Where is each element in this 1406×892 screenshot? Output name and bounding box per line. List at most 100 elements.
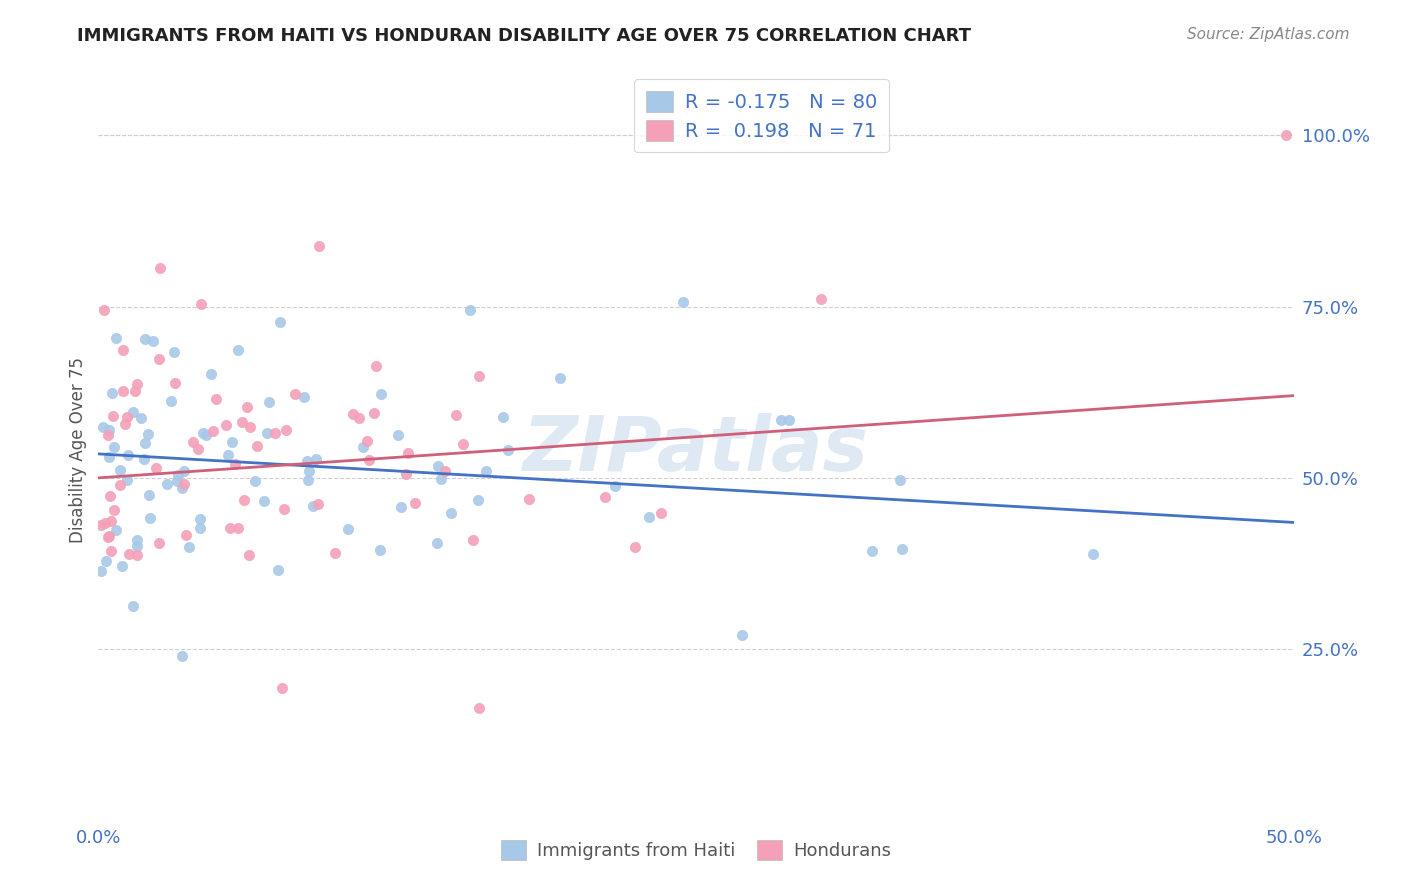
Point bbox=[467, 369, 489, 384]
Point bbox=[138, 488, 160, 502]
Point bbox=[103, 503, 125, 517]
Point bbox=[323, 546, 346, 560]
Point bbox=[215, 418, 238, 433]
Point bbox=[292, 390, 315, 404]
Point bbox=[96, 554, 118, 568]
Point bbox=[134, 332, 156, 346]
Point bbox=[181, 434, 204, 449]
Point bbox=[115, 473, 138, 487]
Point bbox=[269, 315, 291, 329]
Point bbox=[138, 427, 160, 442]
Point bbox=[889, 474, 911, 488]
Point bbox=[101, 386, 124, 401]
Point bbox=[308, 239, 330, 253]
Point bbox=[188, 512, 211, 526]
Point bbox=[173, 476, 195, 491]
Point bbox=[308, 496, 330, 510]
Point bbox=[98, 529, 121, 543]
Point bbox=[236, 401, 259, 415]
Point bbox=[148, 536, 170, 550]
Point bbox=[349, 410, 371, 425]
Point bbox=[458, 303, 481, 318]
Point bbox=[115, 410, 138, 425]
Point bbox=[257, 394, 280, 409]
Point bbox=[160, 394, 183, 409]
Point bbox=[231, 415, 253, 429]
Point bbox=[221, 434, 243, 449]
Point bbox=[105, 523, 128, 537]
Point bbox=[177, 540, 200, 554]
Point bbox=[103, 441, 125, 455]
Point bbox=[304, 452, 326, 467]
Point bbox=[638, 510, 661, 524]
Point bbox=[238, 548, 260, 562]
Text: Source: ZipAtlas.com: Source: ZipAtlas.com bbox=[1187, 27, 1350, 42]
Point bbox=[891, 541, 914, 556]
Point bbox=[370, 387, 392, 401]
Point bbox=[273, 502, 295, 516]
Point bbox=[98, 489, 121, 503]
Text: IMMIGRANTS FROM HAITI VS HONDURAN DISABILITY AGE OVER 75 CORRELATION CHART: IMMIGRANTS FROM HAITI VS HONDURAN DISABI… bbox=[77, 27, 972, 45]
Point bbox=[97, 428, 120, 442]
Point bbox=[389, 500, 412, 515]
Point bbox=[253, 494, 276, 508]
Point bbox=[342, 407, 364, 421]
Point bbox=[205, 392, 228, 407]
Point bbox=[202, 424, 225, 438]
Point bbox=[284, 387, 307, 401]
Point bbox=[352, 440, 374, 454]
Point bbox=[356, 434, 378, 448]
Point bbox=[125, 377, 148, 392]
Point bbox=[263, 426, 285, 441]
Point bbox=[100, 514, 122, 528]
Point bbox=[173, 464, 195, 478]
Point bbox=[145, 460, 167, 475]
Point bbox=[475, 464, 498, 478]
Point bbox=[440, 506, 463, 520]
Point bbox=[517, 492, 540, 507]
Point bbox=[148, 351, 170, 366]
Point bbox=[444, 409, 467, 423]
Point bbox=[468, 701, 491, 715]
Point bbox=[245, 474, 267, 488]
Point bbox=[426, 535, 449, 549]
Point bbox=[298, 464, 321, 478]
Point bbox=[96, 530, 118, 544]
Point bbox=[226, 343, 249, 358]
Point bbox=[548, 371, 571, 385]
Point bbox=[190, 297, 212, 311]
Point bbox=[114, 417, 136, 432]
Point bbox=[672, 294, 695, 309]
Point bbox=[769, 413, 792, 427]
Point bbox=[271, 681, 294, 696]
Point bbox=[191, 425, 214, 440]
Point bbox=[122, 404, 145, 418]
Point bbox=[297, 473, 319, 487]
Point bbox=[467, 493, 489, 508]
Point bbox=[434, 464, 457, 478]
Point bbox=[200, 367, 222, 381]
Point bbox=[1081, 547, 1104, 561]
Text: ZIPatlas: ZIPatlas bbox=[523, 414, 869, 487]
Point bbox=[100, 544, 122, 558]
Point bbox=[127, 533, 149, 547]
Point bbox=[461, 533, 484, 547]
Point bbox=[134, 436, 156, 450]
Point bbox=[122, 599, 145, 613]
Point bbox=[451, 436, 474, 450]
Point bbox=[174, 528, 197, 542]
Point bbox=[188, 521, 211, 535]
Point bbox=[125, 548, 148, 562]
Point bbox=[267, 563, 290, 577]
Point bbox=[605, 478, 627, 492]
Point bbox=[111, 558, 134, 573]
Point bbox=[111, 343, 134, 358]
Point bbox=[426, 458, 449, 473]
Point bbox=[156, 476, 179, 491]
Point bbox=[593, 490, 616, 504]
Point bbox=[233, 493, 256, 508]
Legend: Immigrants from Haiti, Hondurans: Immigrants from Haiti, Hondurans bbox=[494, 833, 898, 867]
Point bbox=[274, 423, 297, 437]
Point bbox=[149, 261, 172, 276]
Point bbox=[131, 410, 153, 425]
